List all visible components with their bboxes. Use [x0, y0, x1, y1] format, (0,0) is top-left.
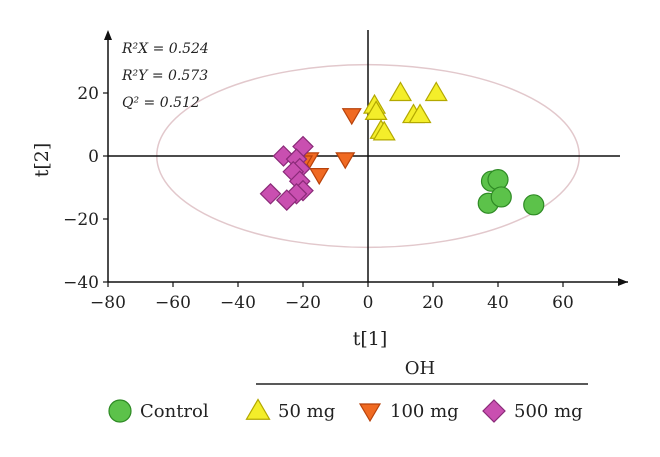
point-500-mg: [259, 182, 282, 205]
zero-axes: [108, 30, 620, 282]
legend-label-100-mg: 100 mg: [390, 401, 459, 422]
y-tick-label: −40: [63, 273, 99, 293]
q2-annotation: Q² = 0.512: [122, 95, 200, 111]
legend-label-500-mg: 500 mg: [514, 401, 583, 422]
y-axis-arrow: [104, 30, 112, 40]
point-50-mg: [424, 81, 448, 102]
x-tick-label: −40: [220, 293, 256, 313]
point-control: [523, 194, 545, 216]
axis-ticks: −80 −60 −40 −20 0 20 40 60 −40 −20 0 20: [63, 84, 574, 313]
y-tick-label: 20: [77, 84, 99, 104]
x-tick-label: 40: [487, 293, 509, 313]
legend-marker-500-mg: [482, 399, 506, 423]
x-tick-label: 60: [552, 293, 574, 313]
y-axis-label: t[2]: [31, 143, 53, 178]
point-control: [490, 186, 512, 208]
x-tick-label: 0: [363, 293, 374, 313]
point-control: [487, 169, 509, 191]
legend-marker-50-mg: [245, 398, 271, 420]
legend: Control 50 mg 100 mg 500 mg: [108, 398, 583, 423]
y-tick-label: 0: [88, 147, 99, 167]
y-tick-label: −20: [63, 210, 99, 230]
x-axis-label: t[1]: [353, 328, 388, 350]
r2y-annotation: R²Y = 0.573: [121, 68, 208, 84]
legend-marker-100-mg: [358, 403, 382, 423]
x-tick-label: −60: [155, 293, 191, 313]
x-tick-label: 20: [422, 293, 444, 313]
legend-label-control: Control: [140, 401, 209, 422]
r2x-annotation: R²X = 0.524: [121, 41, 209, 57]
point-100-mg: [335, 152, 356, 170]
point-50-mg: [372, 120, 396, 141]
point-500-mg: [275, 189, 298, 211]
legend-marker-control: [108, 399, 132, 423]
point-100-mg: [309, 168, 330, 186]
x-tick-label: −80: [90, 293, 126, 313]
x-tick-label: −20: [285, 293, 321, 313]
legend-group-label: OH: [405, 358, 435, 379]
point-100-mg: [341, 108, 362, 126]
point-50-mg: [364, 100, 388, 121]
point-50-mg: [388, 81, 413, 102]
point-50-mg: [408, 103, 432, 124]
legend-label-50-mg: 50 mg: [278, 401, 335, 422]
x-axis-arrow: [618, 278, 628, 286]
data-points: [259, 81, 545, 216]
